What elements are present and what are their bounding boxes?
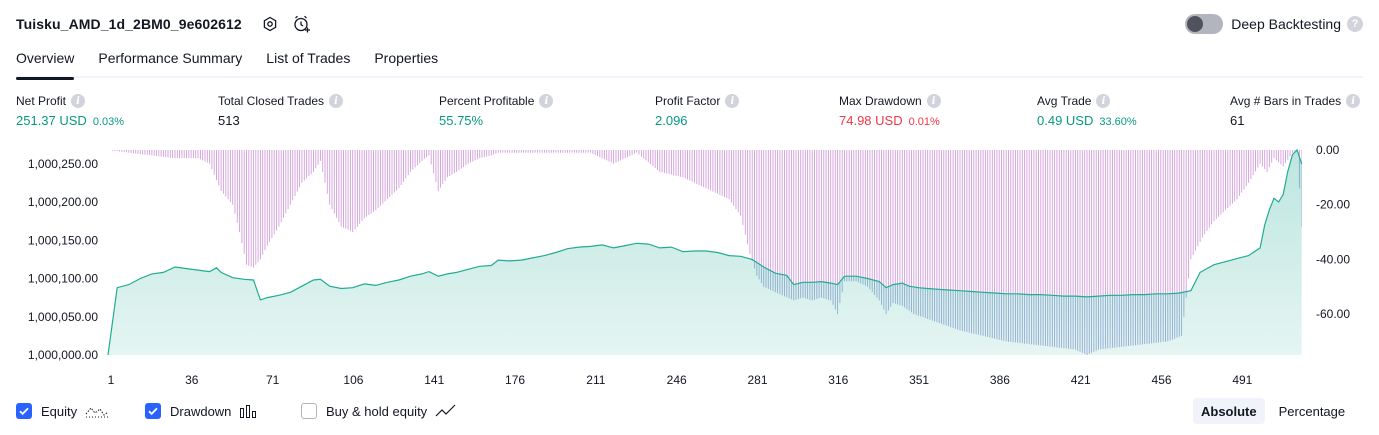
metric-value: 61: [1230, 113, 1245, 128]
deep-backtesting-toggle[interactable]: [1185, 14, 1224, 34]
metric-label: Avg Trade: [1037, 94, 1092, 108]
buy-hold-legend-label: Buy & hold equity: [326, 403, 428, 419]
x-tick-label: 211: [586, 373, 605, 387]
metric-value: 251.37 USD: [16, 113, 87, 128]
buy-hold-checkbox[interactable]: [301, 403, 317, 419]
buy-hold-line-icon: [435, 404, 457, 418]
drawdown-legend-label: Drawdown: [170, 403, 232, 419]
left-tick-label: 1,000,150.00: [28, 233, 98, 247]
x-tick-label: 246: [667, 373, 687, 387]
metric-value: 2.096: [655, 113, 688, 128]
info-icon[interactable]: i: [1096, 94, 1111, 108]
left-tick-label: 1,000,050.00: [28, 310, 98, 324]
x-tick-label: 421: [1071, 373, 1091, 387]
metric-label: Avg # Bars in Trades: [1230, 94, 1342, 108]
left-axis: 1,000,000.00 1,000,050.00 1,000,100.00 1,00…: [28, 157, 98, 362]
info-icon[interactable]: i: [1346, 94, 1361, 108]
tab-overview[interactable]: Overview: [16, 48, 75, 80]
alarm-add-icon[interactable]: [292, 14, 312, 34]
equity-line: [107, 148, 1303, 356]
tab-performance-summary[interactable]: Performance Summary: [98, 50, 243, 66]
scale-toggle: Absolute Percentage: [1193, 397, 1353, 425]
x-tick-label: 351: [909, 373, 929, 387]
drawdown-checkbox[interactable]: [145, 403, 161, 419]
metric-pct: 0.03%: [92, 116, 125, 128]
equity-chart[interactable]: 1,000,000.00 1,000,050.00 1,000,100.00 1,00…: [0, 140, 1379, 390]
left-tick-label: 1,000,100.00: [28, 272, 98, 286]
metric-net-profit: Net Profit i 251.37 USD 0.03%: [16, 94, 124, 128]
legend-drawdown[interactable]: Drawdown: [145, 401, 259, 421]
metric-avg-trade: Avg Trade i 0.49 USD 33.60%: [1037, 94, 1137, 128]
equity-line-icon: [85, 404, 109, 418]
metric-value: 55.75%: [439, 113, 484, 128]
x-tick-label: 106: [343, 373, 363, 387]
x-tick-label: 36: [185, 373, 199, 387]
info-icon[interactable]: i: [926, 94, 941, 108]
legend-equity[interactable]: Equity: [16, 401, 109, 421]
drawdown-bars-icon: [239, 403, 259, 419]
metric-label: Max Drawdown: [839, 94, 922, 108]
absolute-button[interactable]: Absolute: [1193, 398, 1265, 424]
metric-avg-bars: Avg # Bars in Trades i 61: [1230, 94, 1361, 128]
right-tick-label: -40.00: [1316, 252, 1350, 266]
left-tick-label: 1,000,250.00: [28, 157, 98, 171]
percentage-button[interactable]: Percentage: [1278, 403, 1346, 419]
info-icon[interactable]: i: [539, 94, 554, 108]
help-icon[interactable]: ?: [1347, 16, 1363, 32]
tab-bar: Overview Performance Summary List of Tra…: [16, 48, 1363, 80]
info-icon[interactable]: i: [725, 94, 740, 108]
header: Tuisku_AMD_1d_2BM0_9e602612: [16, 12, 312, 36]
metric-label: Profit Factor: [655, 94, 721, 108]
left-tick-label: 1,000,200.00: [28, 195, 98, 209]
x-tick-label: 456: [1152, 373, 1172, 387]
info-icon[interactable]: i: [329, 94, 344, 108]
x-axis: 1 36 71 106 141 176 211 246 281 316 351 386 421 456 49…: [108, 373, 1253, 387]
left-tick-label: 1,000,000.00: [28, 348, 98, 362]
metric-value: 0.49 USD: [1037, 113, 1094, 128]
x-tick-label: 316: [828, 373, 848, 387]
tab-list-of-trades[interactable]: List of Trades: [266, 50, 351, 66]
equity-legend-label: Equity: [41, 403, 78, 419]
metric-pct: 33.60%: [1099, 116, 1137, 128]
metric-pct: 0.01%: [908, 116, 940, 128]
equity-area: [108, 150, 1302, 355]
equity-checkbox[interactable]: [16, 403, 32, 419]
metric-max-drawdown: Max Drawdown i 74.98 USD 0.01%: [839, 94, 941, 128]
metric-label: Percent Profitable: [439, 94, 535, 108]
deep-backtesting: Deep Backtesting ?: [1185, 12, 1363, 36]
x-tick-label: 491: [1232, 373, 1252, 387]
metric-profit-factor: Profit Factor i 2.096: [655, 94, 740, 128]
tab-properties[interactable]: Properties: [374, 50, 439, 66]
x-tick-label: 176: [505, 373, 525, 387]
x-tick-label: 71: [266, 373, 280, 387]
metric-value: 513: [218, 113, 240, 128]
x-tick-label: 1: [108, 373, 115, 387]
metric-label: Net Profit: [16, 94, 67, 108]
right-tick-label: -20.00: [1316, 198, 1350, 212]
legend-buy-hold[interactable]: Buy & hold equity: [301, 401, 457, 421]
metric-label: Total Closed Trades: [218, 94, 325, 108]
right-tick-label: -60.00: [1316, 307, 1350, 321]
x-tick-label: 386: [990, 373, 1010, 387]
strategy-title: Tuisku_AMD_1d_2BM0_9e602612: [16, 16, 242, 32]
metric-value: 74.98 USD: [839, 113, 903, 128]
right-axis: 0.00 -20.00 -40.00 -60.00: [1316, 143, 1350, 321]
metric-total-closed-trades: Total Closed Trades i 513: [218, 94, 344, 128]
deep-backtesting-label: Deep Backtesting: [1231, 16, 1341, 32]
right-tick-label: 0.00: [1316, 143, 1340, 157]
x-tick-label: 141: [424, 373, 444, 387]
info-icon[interactable]: i: [71, 94, 86, 108]
x-tick-label: 281: [747, 373, 767, 387]
metric-percent-profitable: Percent Profitable i 55.75%: [439, 94, 554, 128]
settings-icon[interactable]: [260, 14, 280, 34]
